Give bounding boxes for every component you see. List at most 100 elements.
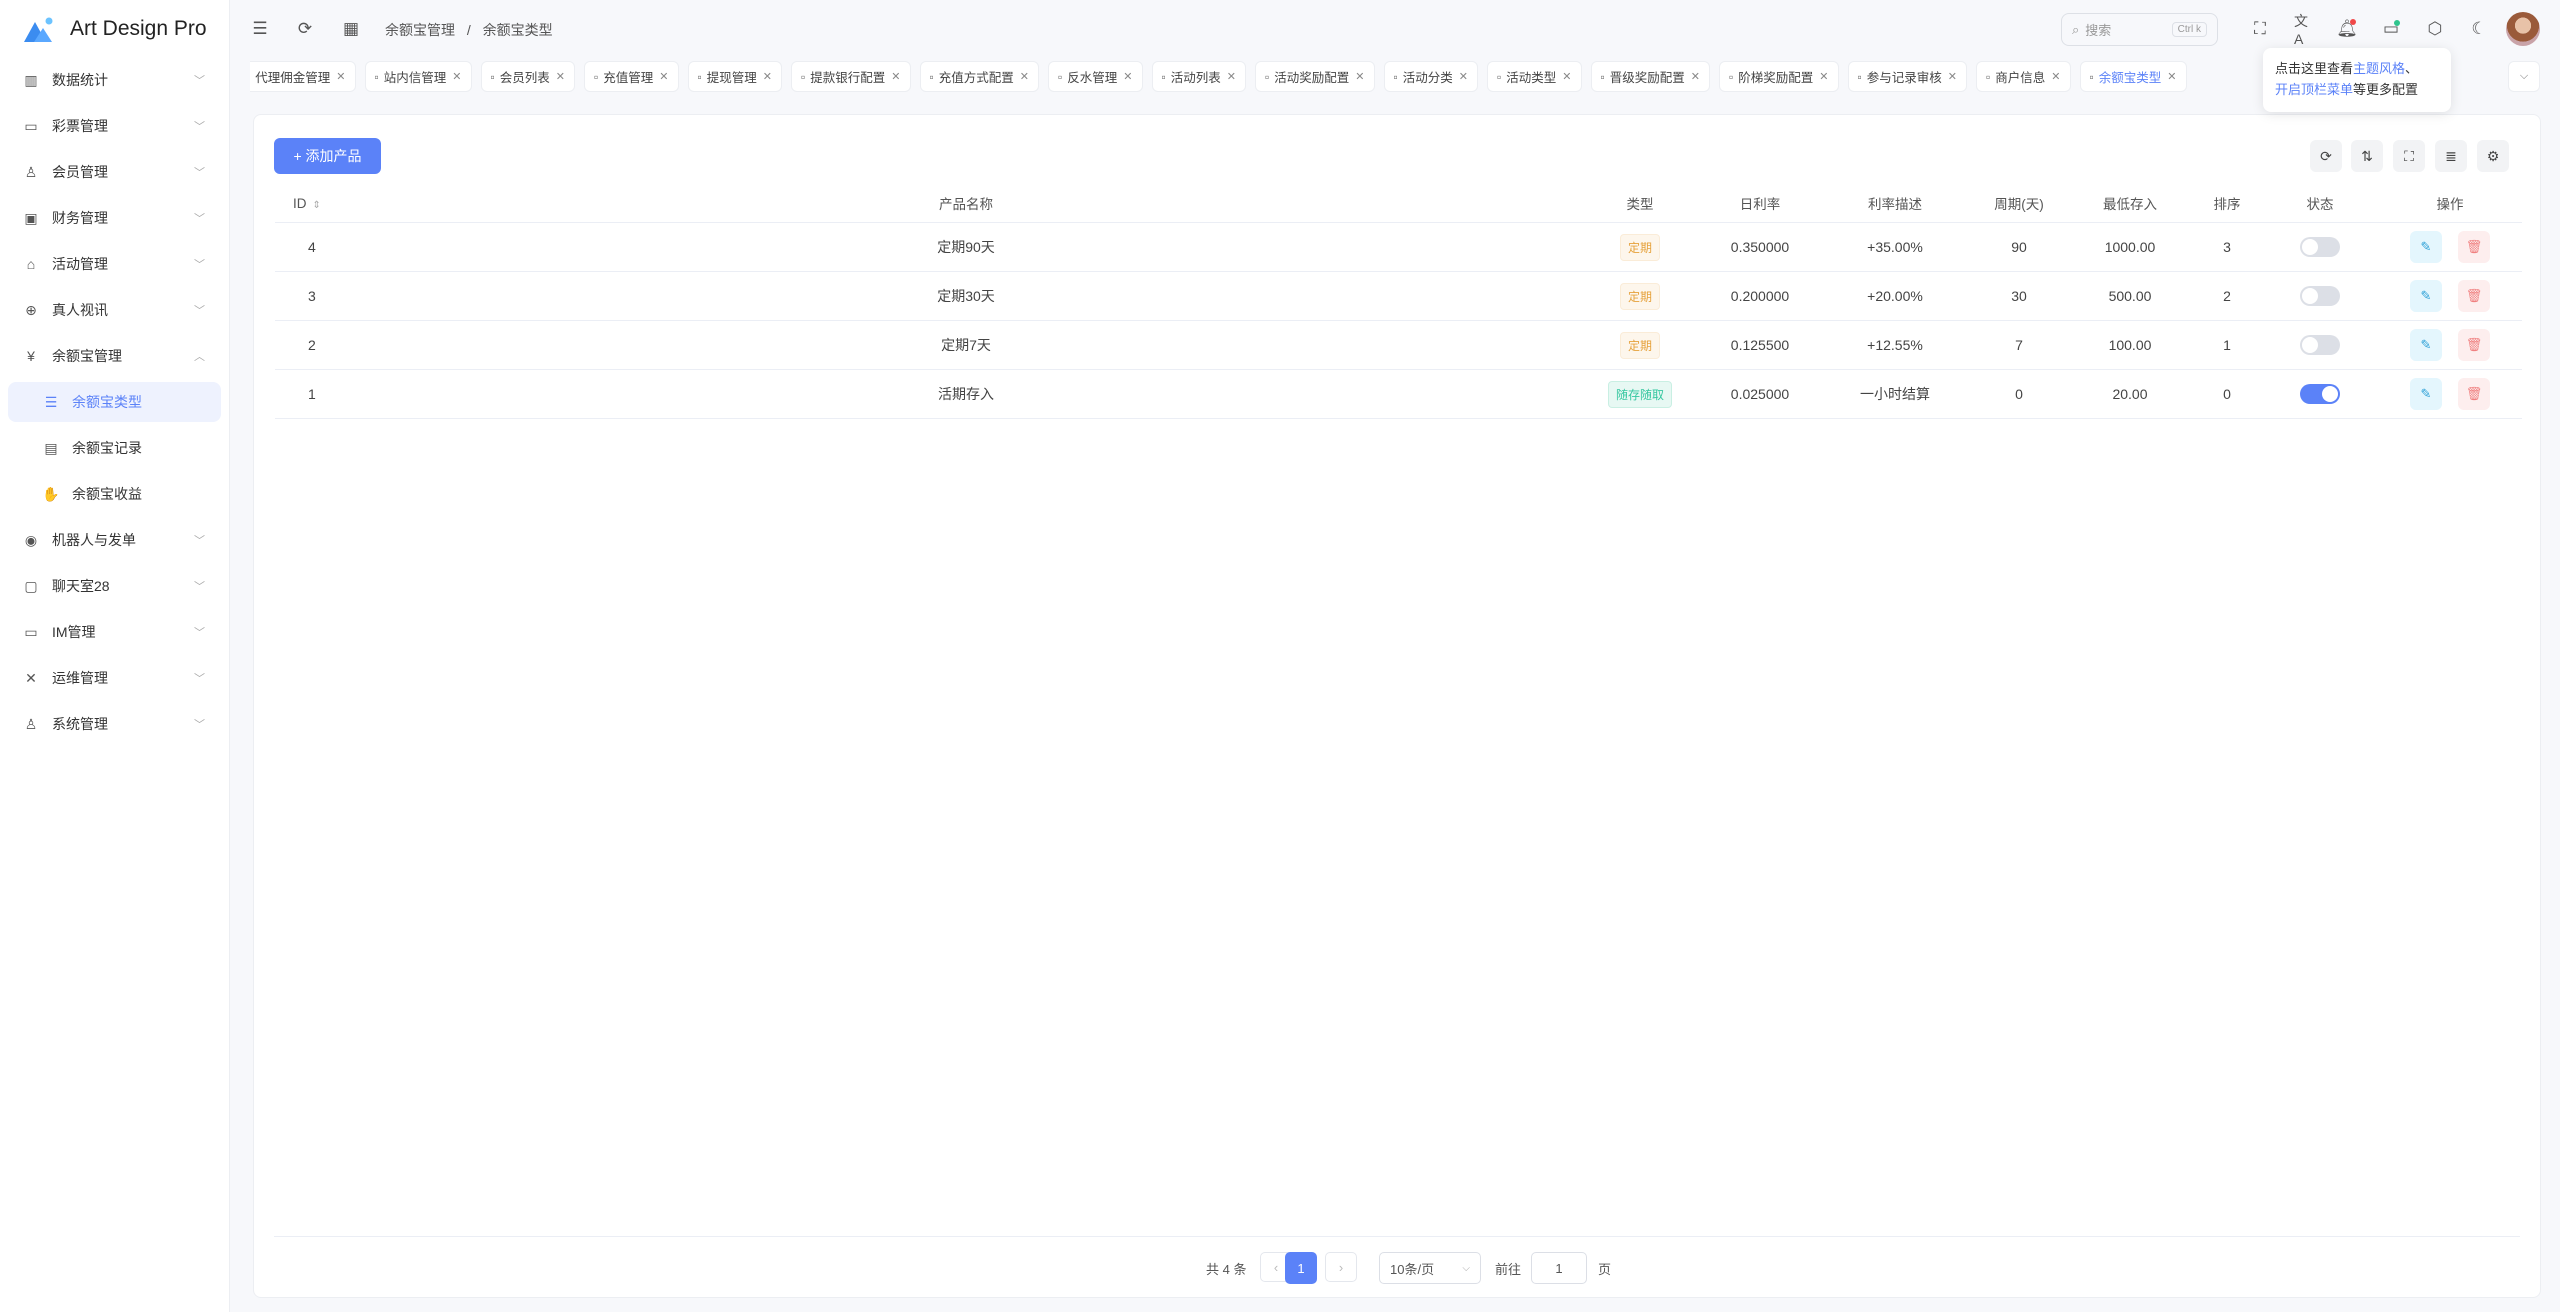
refresh-table-icon[interactable]: ⟳ [2310,140,2342,172]
close-icon[interactable]: ✕ [555,71,565,83]
tab[interactable]: ▫代理佣金管理✕ [250,61,356,92]
tab[interactable]: ▫ 反水管理 ✕ [1048,61,1143,92]
sidebar-item-label: 活动管理 [52,256,108,272]
close-icon[interactable]: ✕ [1458,71,1468,83]
sidebar-item[interactable]: ◉ 机器人与发单 ﹀ [0,517,229,563]
delete-button[interactable]: 🗑︎ [2458,231,2490,263]
sidebar-item[interactable]: ✕ 运维管理 ﹀ [0,655,229,701]
tab-label: 会员列表 [499,71,550,85]
settings-icon[interactable]: ⬡ [2427,19,2443,38]
tab[interactable]: ▫ 站内信管理 ✕ [364,61,472,92]
close-icon[interactable]: ✕ [1226,71,1236,83]
status-toggle[interactable] [2300,384,2340,404]
dark-mode-icon[interactable]: ☾ [2471,19,2487,38]
edit-button[interactable]: ✎ [2410,378,2442,410]
tab[interactable]: ▫ 提现管理 ✕ [687,61,782,92]
close-icon[interactable]: ✕ [659,71,669,83]
close-icon[interactable]: ✕ [1019,71,1029,83]
trash-icon: 🗑︎ [2465,386,2483,401]
bell-icon[interactable]: 🔔︎ [2336,19,2358,38]
close-icon[interactable]: ✕ [336,71,346,83]
breadcrumb-item[interactable]: 余额宝管理 [385,22,455,38]
page-size-select[interactable]: 10条/页 ⌵ [1379,1252,1481,1284]
sidebar-item[interactable]: ⌂ 活动管理 ﹀ [0,241,229,287]
close-icon[interactable]: ✕ [1690,71,1700,83]
column-header[interactable]: ID ⇕ [293,195,321,211]
refresh-icon[interactable]: ⟳ [297,19,313,38]
grid-icon[interactable]: ▦ [342,19,360,38]
goto-page-input[interactable]: 1 [1531,1252,1587,1284]
cell-min-deposit: 500.00 [2108,288,2152,304]
tab[interactable]: ▫ 活动列表 ✕ [1151,61,1246,92]
sort-icon[interactable]: ⇕ [312,199,321,211]
tabs-dropdown-button[interactable]: ⌵ [2508,61,2540,92]
edit-button[interactable]: ✎ [2410,231,2442,263]
tab-icon: ▫ [1729,69,1734,84]
cell-rate-desc: 一小时结算 [1860,386,1930,402]
status-toggle[interactable] [2300,237,2340,257]
sidebar-subitem[interactable]: ▤ 余额宝记录 [0,425,229,471]
status-toggle[interactable] [2300,335,2340,355]
close-icon[interactable]: ✕ [1355,71,1365,83]
theme-style-link[interactable]: 主题风格 [2353,61,2406,76]
sidebar-item[interactable]: ♙ 会员管理 ﹀ [0,149,229,195]
close-icon[interactable]: ✕ [1562,71,1572,83]
sidebar-item[interactable]: ▢ 聊天室28 ﹀ [0,563,229,609]
chat-icon[interactable]: ▭ [2382,19,2400,38]
tab-icon: ▫ [374,69,379,84]
page-1-button[interactable]: 1 [1285,1252,1317,1284]
sidebar-subitem[interactable]: ☰ 余额宝类型 [8,382,221,422]
tab[interactable]: ▫ 活动分类 ✕ [1383,61,1478,92]
tab[interactable]: ▫ 充值管理 ✕ [584,61,679,92]
add-product-button[interactable]: + 添加产品 [274,138,381,174]
status-toggle[interactable] [2300,286,2340,306]
tab[interactable]: ▫ 充值方式配置 ✕ [919,61,1039,92]
total-count: 共 4 条 [1206,1261,1247,1277]
close-icon[interactable]: ✕ [891,71,901,83]
sidebar-item[interactable]: ▣ 财务管理 ﹀ [0,195,229,241]
columns-icon[interactable]: ≣ [2435,140,2467,172]
sidebar-item[interactable]: ▭ 彩票管理 ﹀ [0,103,229,149]
tab[interactable]: ▫ 晋级奖励配置 ✕ [1590,61,1710,92]
tab[interactable]: ▫ 阶梯奖励配置 ✕ [1719,61,1839,92]
search-input[interactable]: ⌕ 搜索 Ctrl k [2061,13,2218,46]
tab[interactable]: ▫ 会员列表 ✕ [480,61,575,92]
logo[interactable]: Art Design Pro [24,14,207,44]
tab[interactable]: ▫ 参与记录审核 ✕ [1847,61,1967,92]
table-settings-icon[interactable]: ⚙ [2477,140,2509,172]
tab[interactable]: ▫ 活动奖励配置 ✕ [1255,61,1375,92]
fullscreen-icon[interactable]: ⛶ [2254,19,2266,38]
close-icon[interactable]: ✕ [762,71,772,83]
sidebar-item[interactable]: ▭ IM管理 ﹀ [0,609,229,655]
sidebar-subitem[interactable]: ✋ 余额宝收益 [0,471,229,517]
close-icon[interactable]: ✕ [1123,71,1133,83]
delete-button[interactable]: 🗑︎ [2458,378,2490,410]
top-menu-link[interactable]: 开启顶栏菜单 [2275,82,2354,97]
type-badge: 定期 [1619,282,1660,310]
chevron-down-icon: ﹀ [194,213,205,225]
menu-toggle-icon[interactable]: ☰ [252,19,268,38]
density-icon[interactable]: ⇅ [2351,140,2383,172]
sidebar-item[interactable]: ¥ 余额宝管理 ︿ [0,333,229,379]
translate-icon[interactable]: 文A [2294,13,2308,47]
delete-button[interactable]: 🗑︎ [2458,280,2490,312]
fullscreen-table-icon[interactable]: ⛶ [2393,140,2425,172]
close-icon[interactable]: ✕ [452,71,462,83]
sidebar-item[interactable]: ▥ 数据统计 ﹀ [0,57,229,103]
table-header: ID ⇕ 产品名称 类型 日利率 利率描述 周期(天) 最低存入 排序 状态 操作 [275,184,2522,223]
avatar[interactable] [2506,12,2540,46]
sidebar-item[interactable]: ⊕ 真人视讯 ﹀ [0,287,229,333]
tab[interactable]: ▫ 余额宝类型 ✕ [2079,61,2187,92]
tab[interactable]: ▫ 提款银行配置 ✕ [791,61,911,92]
tab[interactable]: ▫ 活动类型 ✕ [1487,61,1582,92]
close-icon[interactable]: ✕ [1819,71,1829,83]
close-icon[interactable]: ✕ [2051,71,2061,83]
delete-button[interactable]: 🗑︎ [2458,329,2490,361]
close-icon[interactable]: ✕ [1947,71,1957,83]
next-page-button[interactable]: › [1325,1252,1357,1282]
edit-button[interactable]: ✎ [2410,329,2442,361]
edit-button[interactable]: ✎ [2410,280,2442,312]
tab[interactable]: ▫ 商户信息 ✕ [1976,61,2071,92]
close-icon[interactable]: ✕ [2167,71,2177,83]
sidebar-item[interactable]: ♙ 系统管理 ﹀ [0,701,229,747]
